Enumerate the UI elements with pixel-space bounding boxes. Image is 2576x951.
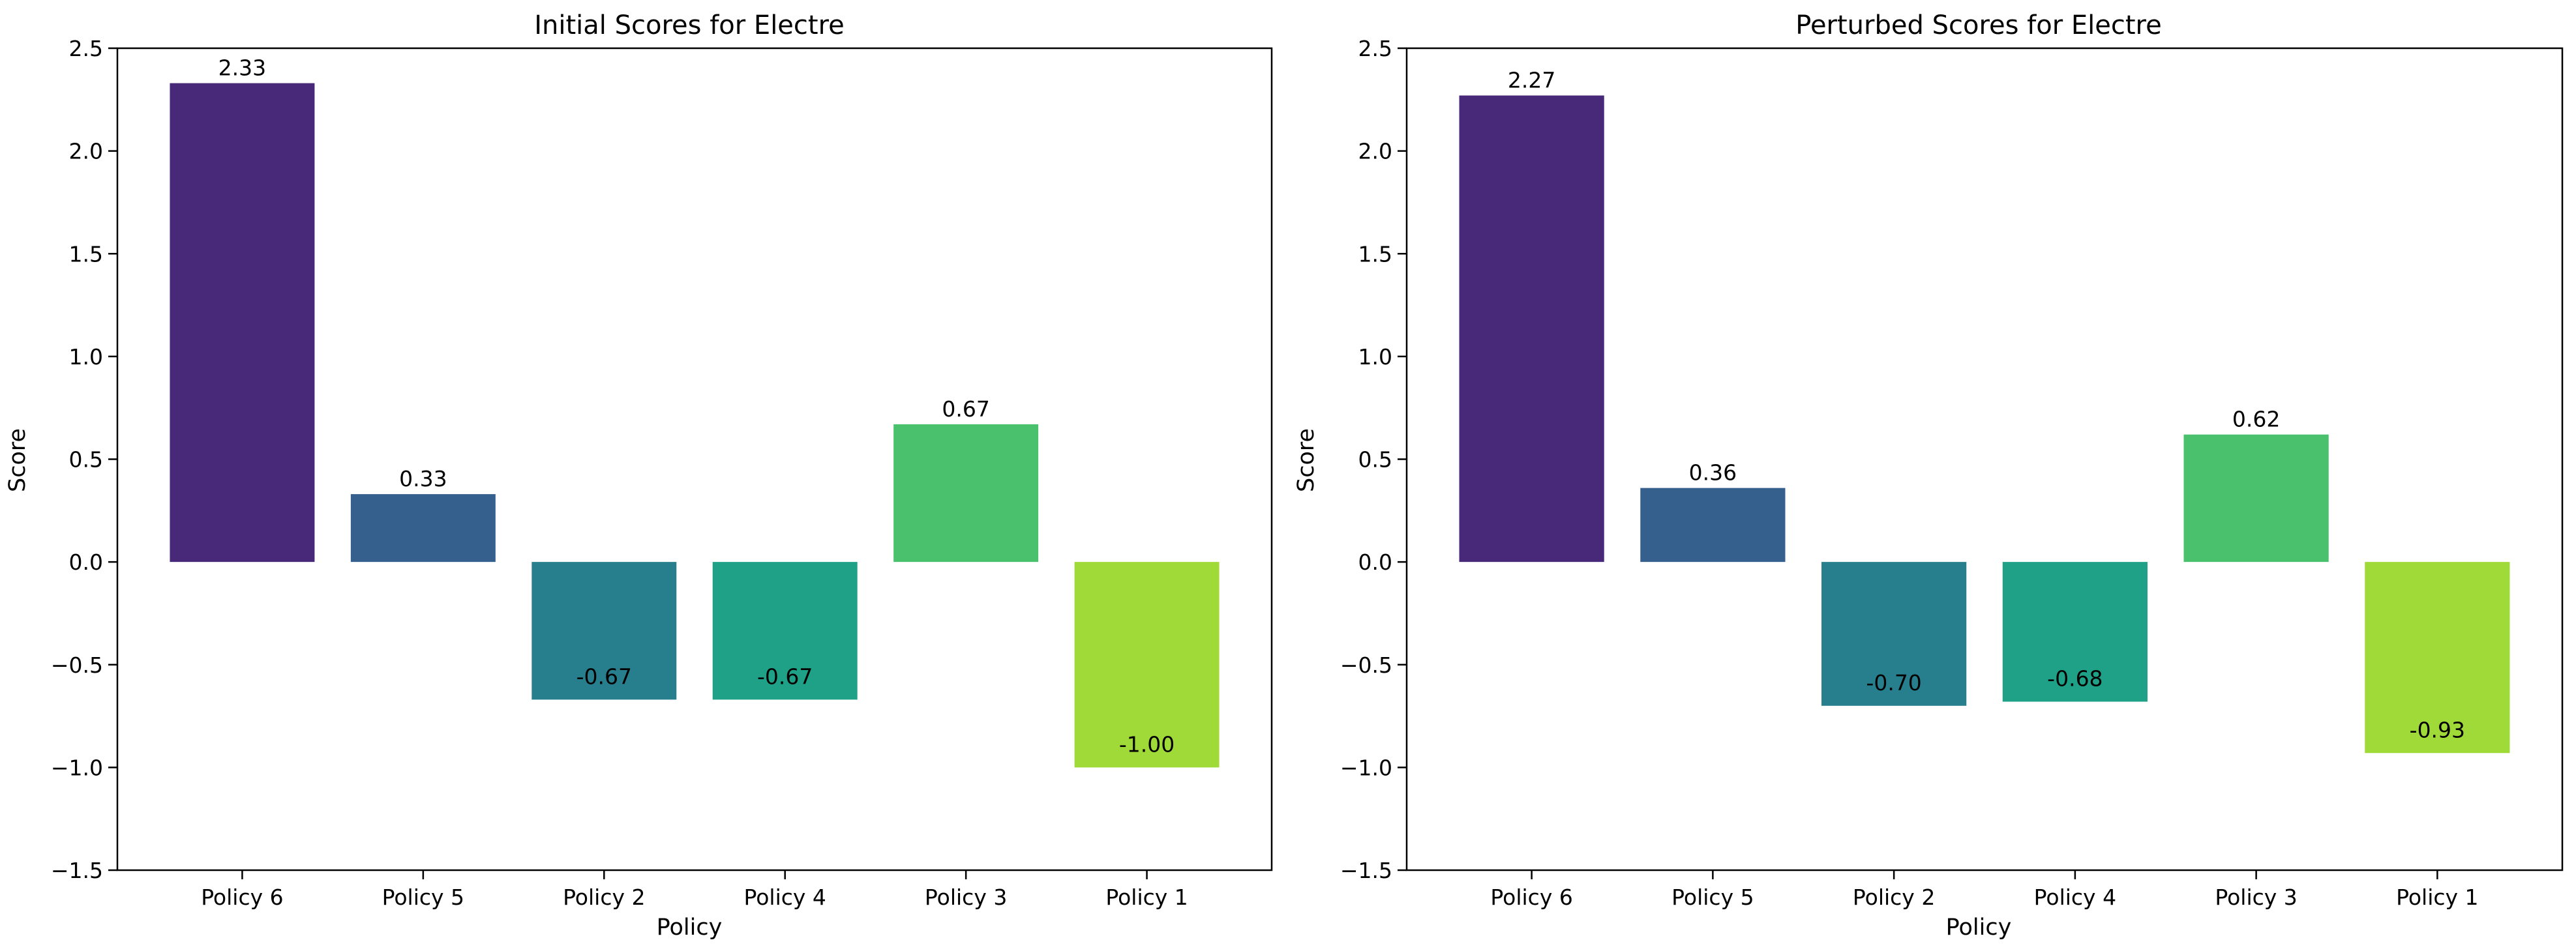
y-axis-label: Score: [5, 428, 31, 492]
chart-perturbed-scores: Perturbed Scores for Electre Policy Scor…: [1293, 10, 2564, 941]
x-tick-label: Policy 2: [563, 885, 645, 910]
bar-value-label: -0.67: [757, 664, 813, 689]
x-tick-label: Policy 4: [744, 885, 826, 910]
bar-value-label: 0.67: [942, 396, 989, 422]
y-tick-label: 2.0: [69, 139, 103, 164]
bar: [170, 83, 315, 563]
bar-value-label: 2.33: [218, 55, 266, 81]
x-tick-label: Policy 4: [2034, 885, 2116, 910]
y-tick-label: 0.5: [1358, 447, 1392, 473]
bar: [2365, 562, 2510, 753]
bar-value-label: -0.68: [2047, 666, 2103, 691]
y-tick-label: 1.5: [69, 241, 103, 267]
y-tick-label: 0.5: [69, 447, 103, 473]
x-axis-label: Policy: [1946, 914, 2012, 941]
y-tick-label: 1.0: [1358, 344, 1392, 370]
x-tick-label: Policy 6: [201, 885, 283, 910]
x-tick-label: Policy 3: [2215, 885, 2297, 910]
y-tick-label: −1.0: [51, 755, 103, 780]
bar: [2002, 562, 2148, 702]
y-tick-label: 2.0: [1358, 139, 1392, 164]
bar: [2183, 434, 2329, 563]
bar: [1640, 488, 1786, 563]
y-tick-label: −0.5: [1340, 652, 1392, 678]
y-tick-label: 1.0: [69, 344, 103, 370]
bar-value-label: -0.93: [2410, 717, 2465, 742]
bar-value-label: -0.70: [1866, 670, 1921, 695]
y-tick-label: 2.5: [1358, 36, 1392, 61]
x-tick-label: Policy 1: [2396, 885, 2478, 910]
chart-title: Perturbed Scores for Electre: [1795, 10, 2161, 40]
y-tick-label: −1.5: [51, 858, 103, 883]
bar-value-label: 0.62: [2232, 407, 2280, 432]
x-tick-label: Policy 5: [1671, 885, 1754, 910]
chart-title: Initial Scores for Electre: [534, 10, 845, 40]
x-tick-label: Policy 3: [925, 885, 1007, 910]
chart-initial-scores: Initial Scores for Electre Policy Score …: [5, 10, 1273, 941]
bar-value-label: 0.36: [1689, 460, 1737, 486]
y-tick-label: −0.5: [51, 652, 103, 678]
bar: [893, 424, 1039, 563]
y-tick-label: 0.0: [1358, 549, 1392, 575]
y-tick-label: −1.0: [1340, 755, 1392, 780]
x-tick-label: Policy 5: [382, 885, 464, 910]
bar-value-label: 0.33: [399, 466, 447, 491]
bar: [532, 562, 677, 700]
bar: [350, 494, 496, 563]
y-tick-label: 0.0: [69, 549, 103, 575]
x-tick-label: Policy 6: [1490, 885, 1572, 910]
x-tick-label: Policy 2: [1853, 885, 1935, 910]
x-tick-label: Policy 1: [1105, 885, 1188, 910]
bar-value-label: -1.00: [1119, 731, 1175, 757]
bar: [1459, 95, 1604, 563]
y-axis-label: Score: [1293, 428, 1319, 492]
bar: [712, 562, 858, 700]
bar-value-label: -0.67: [577, 664, 632, 689]
plot-area-initial: 2.33 0.33 -0.67 -0.67 0.67 -1.00 −1.5 −1.0 −0.5 0…: [51, 36, 1273, 910]
bar: [1821, 562, 1967, 706]
y-tick-label: −1.5: [1340, 858, 1392, 883]
plot-area-perturbed: 2.27 0.36 -0.70 -0.68 0.62 -0.93 −1.5 −1.0 −0.5 0…: [1340, 36, 2564, 910]
bar: [1074, 562, 1220, 768]
y-tick-label: 2.5: [69, 36, 103, 61]
bar-value-label: 2.27: [1508, 68, 1555, 93]
y-tick-label: 1.5: [1358, 241, 1392, 267]
x-axis-label: Policy: [657, 914, 723, 941]
